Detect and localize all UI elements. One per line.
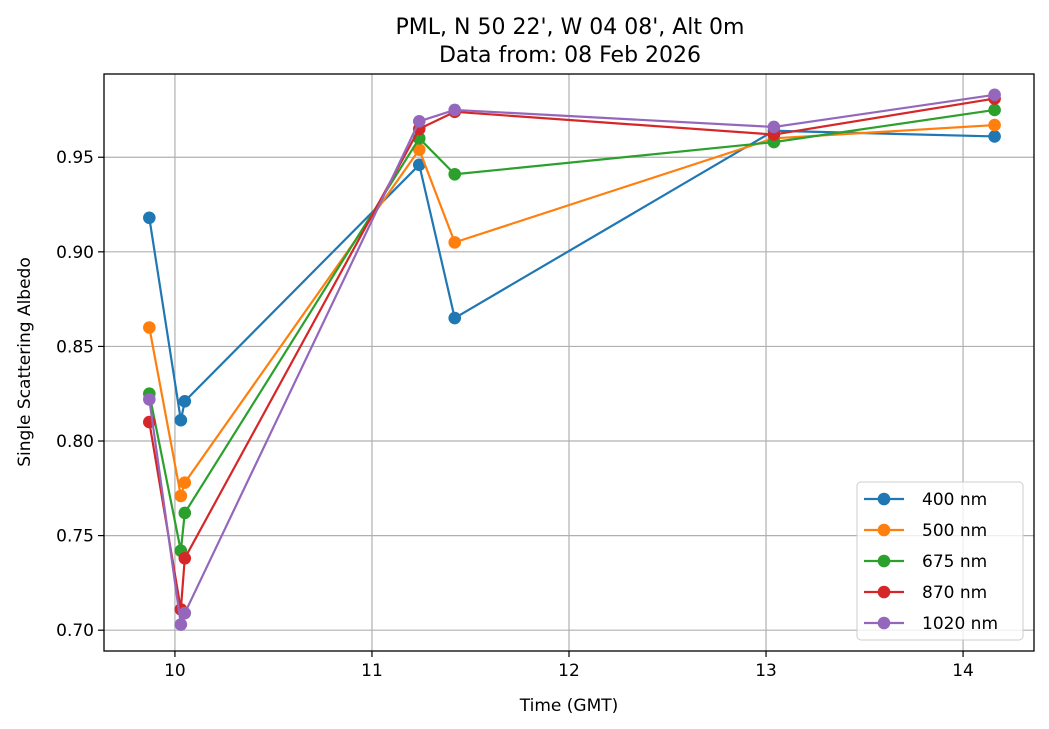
y-tick-label: 0.95	[56, 148, 94, 168]
series-layer	[143, 88, 1001, 631]
data-point	[448, 311, 462, 325]
data-point	[143, 393, 156, 406]
data-point	[448, 236, 462, 249]
data-point	[178, 552, 192, 565]
chart-subtitle: Data from: 08 Feb 2026	[439, 43, 701, 68]
data-point	[988, 130, 1001, 143]
legend-frame	[856, 481, 1024, 641]
x-axis-label: Time (GMT)	[519, 696, 619, 716]
legend-swatch-marker	[877, 585, 891, 599]
grid	[104, 74, 1034, 651]
series-400-nm	[143, 124, 1001, 427]
data-point	[178, 394, 192, 408]
x-tick-label: 14	[952, 661, 974, 681]
legend-label: 675 nm	[922, 552, 987, 572]
x-axis: 10 11 12 13 14	[164, 651, 974, 681]
data-point	[767, 120, 781, 134]
chart-title: PML, N 50 22', W 04 08', Alt 0m	[396, 15, 745, 40]
x-tick-label: 10	[164, 661, 186, 681]
data-point	[143, 321, 156, 334]
data-point	[988, 118, 1001, 132]
data-point	[178, 606, 192, 620]
y-tick-label: 0.85	[56, 337, 94, 357]
legend-swatch-marker	[877, 554, 891, 568]
legend-item: 870 nm	[864, 583, 987, 603]
legend-label: 500 nm	[922, 521, 987, 541]
legend-label: 870 nm	[922, 583, 987, 603]
data-point	[988, 88, 1001, 102]
x-tick-label: 11	[361, 661, 383, 681]
data-point	[448, 103, 462, 117]
legend-item: 400 nm	[864, 490, 987, 510]
y-tick-label: 0.70	[56, 621, 94, 641]
legend-swatch-marker	[877, 523, 891, 537]
data-point	[174, 489, 188, 503]
series-1020-nm	[143, 88, 1001, 631]
legend-swatch-marker	[877, 492, 891, 506]
series-500-nm	[143, 118, 1001, 503]
x-tick-label: 13	[755, 661, 777, 681]
y-tick-label: 0.80	[56, 432, 94, 452]
legend-item: 1020 nm	[864, 614, 998, 634]
y-tick-label: 0.90	[56, 243, 94, 263]
legend-item: 500 nm	[864, 521, 987, 541]
y-tick-label: 0.75	[56, 527, 94, 547]
y-axis: 0.70 0.75 0.80 0.85 0.90 0.95	[56, 148, 104, 641]
legend-swatch-marker	[877, 616, 891, 630]
data-point	[412, 143, 426, 156]
x-tick-label: 12	[558, 661, 580, 681]
data-point	[448, 167, 462, 181]
data-point	[174, 618, 188, 631]
legend-label: 1020 nm	[922, 614, 998, 634]
legend-label: 400 nm	[922, 490, 987, 510]
data-point	[174, 413, 188, 427]
data-point	[412, 158, 426, 172]
data-point	[178, 506, 192, 520]
data-point	[988, 103, 1001, 117]
data-point	[178, 476, 192, 489]
data-point	[143, 211, 156, 225]
y-axis-label: Single Scattering Albedo	[15, 257, 35, 467]
legend: 400 nm 500 nm 675 nm 870 nm 1020 nm	[856, 481, 1024, 641]
series-line	[148, 129, 995, 422]
legend-item: 675 nm	[864, 552, 987, 572]
data-point	[412, 114, 426, 128]
